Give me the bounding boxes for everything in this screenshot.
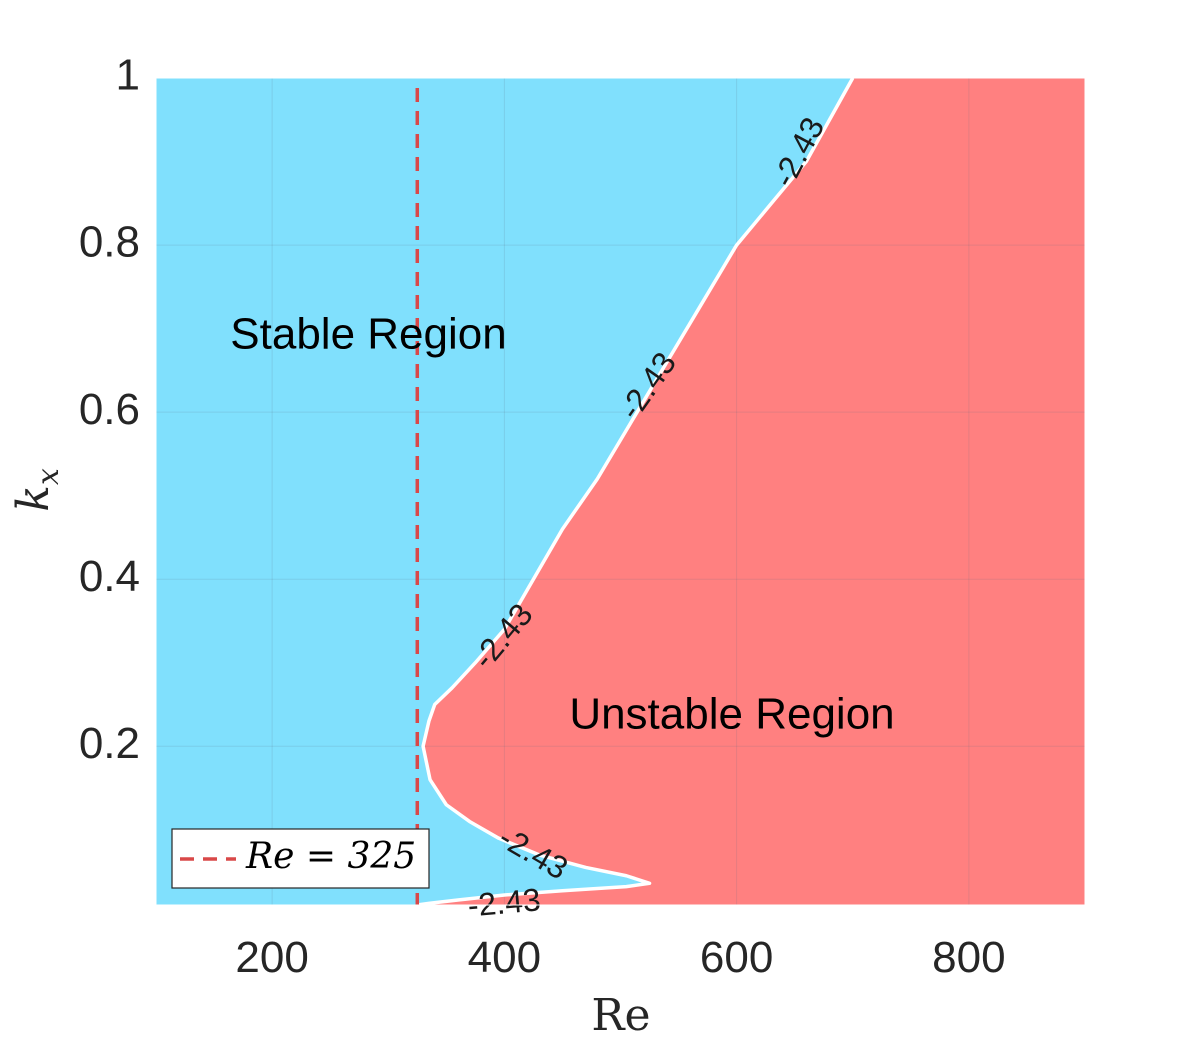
x-axis-label: Re: [591, 990, 650, 1041]
x-tick-label: 400: [468, 933, 541, 982]
stable-region-label: Stable Region: [230, 310, 506, 359]
contour-line: [417, 77, 855, 907]
contour-label: -2.43: [466, 881, 542, 923]
legend: Re = 325: [171, 828, 430, 889]
y-tick-label: 0.2: [79, 719, 140, 768]
legend-label: Re = 325: [245, 836, 416, 877]
tick-labels: 200 400 600 800 0.2 0.4 0.6 0.8 1: [79, 51, 1006, 982]
x-tick-label: 600: [700, 933, 773, 982]
unstable-region-label: Unstable Region: [569, 690, 894, 739]
svg-text:kx: kx: [8, 468, 66, 512]
y-axis-label: kx: [8, 468, 66, 512]
y-tick-label: 0.8: [79, 218, 140, 267]
y-tick-label: 0.6: [79, 385, 140, 434]
x-tick-label: 200: [235, 933, 308, 982]
x-tick-label: 800: [932, 933, 1005, 982]
y-tick-label: 1: [116, 51, 140, 100]
stable-region: [156, 78, 853, 905]
y-tick-label: 0.4: [79, 552, 140, 601]
axes-box: [155, 77, 1086, 906]
